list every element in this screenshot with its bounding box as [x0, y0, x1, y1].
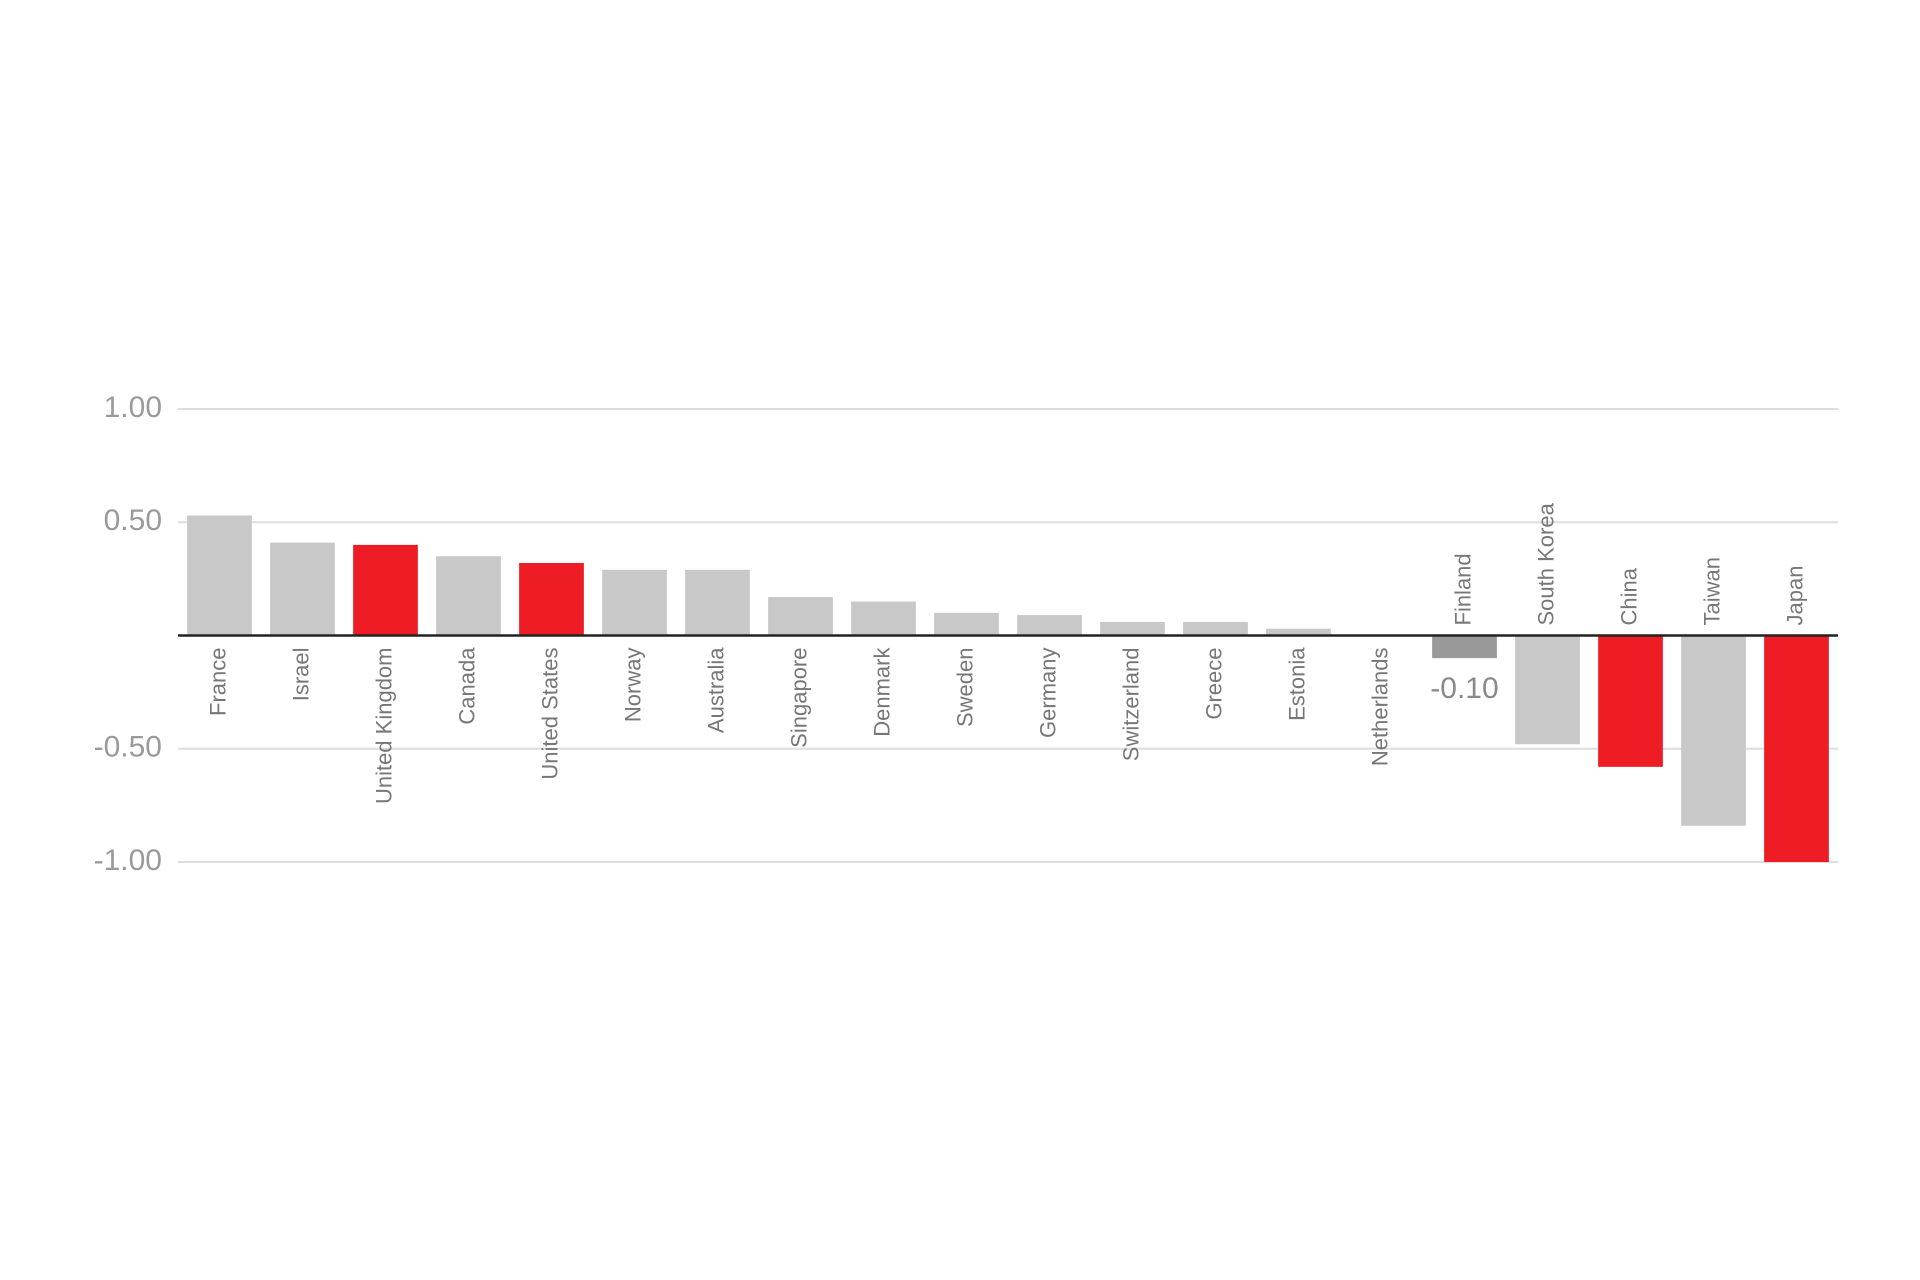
bar: [436, 556, 501, 636]
x-tick-label: Japan: [1782, 566, 1807, 626]
bar: [1598, 635, 1663, 767]
bar: [1515, 635, 1580, 745]
x-tick-label: Singapore: [786, 648, 811, 748]
y-tick-label: -0.50: [94, 731, 162, 764]
x-tick-label: Germany: [1035, 648, 1060, 738]
x-tick-label: Canada: [454, 647, 479, 725]
bar: [1432, 635, 1497, 659]
x-tick-label: Greece: [1201, 648, 1226, 720]
bar: [1764, 635, 1829, 862]
x-tick-label: United Kingdom: [371, 648, 396, 805]
bar: [187, 515, 252, 636]
x-tick-label: Sweden: [952, 648, 977, 728]
x-tick-label: France: [205, 648, 230, 716]
x-tick-label: Israel: [288, 648, 313, 702]
x-tick-label: Switzerland: [1118, 648, 1143, 762]
x-tick-label: Norway: [620, 648, 645, 723]
x-tick-label: Australia: [703, 647, 728, 733]
x-tick-label: Finland: [1450, 553, 1475, 625]
bar: [685, 569, 750, 636]
x-tick-label: Estonia: [1284, 647, 1309, 721]
y-tick-label: 1.00: [104, 391, 162, 424]
x-tick-label: Denmark: [869, 647, 894, 737]
bar: [1183, 621, 1248, 636]
x-tick-label: Taiwan: [1699, 557, 1724, 625]
x-tick-label: Netherlands: [1367, 648, 1392, 767]
x-tick-label: United States: [537, 648, 562, 780]
bar: [1681, 635, 1746, 826]
bar: [353, 544, 418, 636]
x-tick-label: China: [1616, 567, 1641, 625]
y-tick-label: -1.00: [94, 844, 162, 877]
value-label: -0.10: [1430, 672, 1498, 705]
bar: [851, 601, 916, 636]
bar: [934, 612, 999, 636]
bar: [602, 569, 667, 636]
bar: [1100, 621, 1165, 636]
bar: [768, 596, 833, 636]
bar: [1266, 628, 1331, 636]
y-tick-label: 0.50: [104, 504, 162, 537]
x-tick-label: South Korea: [1533, 502, 1558, 625]
bar: [519, 563, 584, 636]
bar: [270, 542, 335, 636]
bar: [1017, 615, 1082, 636]
